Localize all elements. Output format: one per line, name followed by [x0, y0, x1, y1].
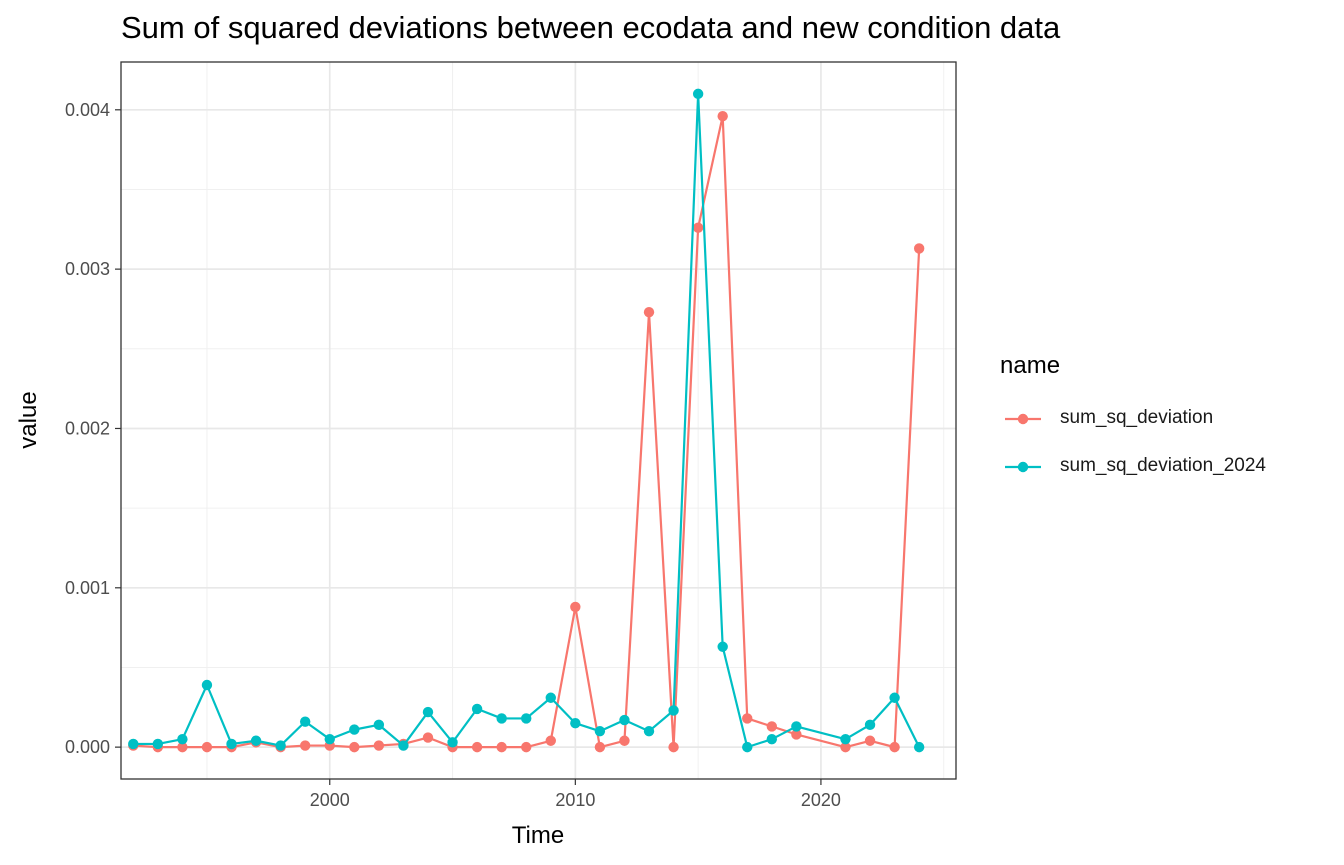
y-tick-label: 0.004: [65, 100, 110, 120]
data-point-sum-sq-deviation-2024: [128, 738, 139, 750]
y-axis: 0.000 0.001 0.002 0.003 0.004: [65, 100, 121, 757]
data-point-sum-sq-deviation: [742, 713, 753, 724]
data-point-sum-sq-deviation-2024: [398, 740, 409, 751]
data-point-sum-sq-deviation-2024: [324, 733, 335, 745]
data-point-sum-sq-deviation-2024: [422, 706, 434, 718]
series-sum-sq-deviation: [128, 110, 925, 753]
series-line-sum-sq-deviation-2024: [133, 92, 921, 749]
legend-keys: [1005, 413, 1041, 473]
legend-label-sum-sq-deviation: sum_sq_deviation: [1060, 407, 1214, 428]
data-point-sum-sq-deviation-2024: [840, 733, 851, 745]
data-point-sum-sq-deviation-2024: [570, 718, 581, 729]
data-point-sum-sq-deviation-2024: [521, 713, 532, 724]
x-axis-label: Time: [512, 822, 564, 849]
data-point-sum-sq-deviation-2024: [668, 705, 679, 716]
data-point-sum-sq-deviation-2024: [889, 692, 900, 703]
series-line-sum-sq-deviation: [133, 115, 921, 749]
data-point-sum-sq-deviation-2024: [152, 738, 164, 750]
data-point-sum-sq-deviation: [570, 601, 581, 613]
data-point-sum-sq-deviation: [373, 740, 385, 751]
data-point-sum-sq-deviation-2024: [766, 733, 778, 745]
data-point-sum-sq-deviation-2024: [496, 713, 507, 724]
data-point-sum-sq-deviation-2024: [913, 741, 925, 753]
data-point-sum-sq-deviation-2024: [299, 716, 311, 727]
data-point-sum-sq-deviation-2024: [791, 721, 802, 732]
series-sum-sq-deviation-2024: [128, 88, 925, 753]
x-tick-label: 2010: [555, 790, 595, 810]
data-point-sum-sq-deviation-2024: [250, 735, 262, 746]
data-point-sum-sq-deviation: [545, 735, 556, 746]
data-point-sum-sq-deviation-2024: [864, 719, 876, 731]
data-point-sum-sq-deviation-2024: [717, 641, 728, 652]
data-point-sum-sq-deviation: [913, 243, 925, 254]
data-point-sum-sq-deviation: [766, 721, 778, 732]
legend-label-sum-sq-deviation-2024: sum_sq_deviation_2024: [1060, 455, 1266, 476]
y-tick-label: 0.002: [65, 418, 110, 438]
x-axis: 2000 2010 2020: [310, 779, 841, 810]
data-point-sum-sq-deviation: [717, 110, 728, 122]
data-point-sum-sq-deviation: [643, 306, 655, 318]
series-layer: [128, 88, 925, 753]
data-point-sum-sq-deviation-2024: [742, 741, 753, 753]
y-tick-label: 0.001: [65, 578, 110, 598]
data-point-sum-sq-deviation-2024: [545, 692, 556, 703]
x-tick-label: 2000: [310, 790, 350, 810]
data-point-sum-sq-deviation: [864, 735, 876, 746]
data-point-sum-sq-deviation: [422, 732, 434, 743]
legend-title: name: [1000, 352, 1061, 379]
data-point-sum-sq-deviation: [619, 735, 630, 746]
y-axis-label: value: [15, 391, 42, 448]
data-point-sum-sq-deviation-2024: [619, 714, 630, 726]
data-point-sum-sq-deviation: [840, 741, 851, 753]
data-point-sum-sq-deviation: [471, 741, 483, 753]
data-point-sum-sq-deviation: [791, 729, 802, 740]
grid-minor: [121, 62, 956, 779]
data-point-sum-sq-deviation-2024: [177, 733, 188, 745]
y-tick-label: 0.000: [65, 737, 110, 757]
data-point-sum-sq-deviation-2024: [643, 726, 655, 737]
data-point-sum-sq-deviation-2024: [226, 738, 237, 750]
panel-border: [120, 61, 957, 780]
data-point-sum-sq-deviation-2024: [471, 703, 483, 715]
data-point-sum-sq-deviation-2024: [594, 726, 606, 737]
data-point-sum-sq-deviation-2024: [349, 724, 360, 735]
data-point-sum-sq-deviation: [692, 222, 704, 233]
data-point-sum-sq-deviation: [349, 741, 360, 753]
data-point-sum-sq-deviation-2024: [373, 719, 385, 731]
data-point-sum-sq-deviation-2024: [692, 88, 704, 100]
chart-title: Sum of squared deviations between ecodat…: [121, 10, 1061, 45]
data-point-sum-sq-deviation: [521, 741, 532, 753]
data-point-sum-sq-deviation: [594, 741, 606, 753]
data-point-sum-sq-deviation-2024: [447, 737, 458, 748]
data-point-sum-sq-deviation-2024: [201, 679, 213, 691]
legend-key-point: [1017, 413, 1029, 425]
data-point-sum-sq-deviation: [299, 740, 311, 751]
data-point-sum-sq-deviation: [201, 741, 213, 753]
data-point-sum-sq-deviation: [668, 741, 679, 753]
grid-major: [121, 62, 956, 779]
x-tick-label: 2020: [801, 790, 841, 810]
data-point-sum-sq-deviation: [889, 741, 900, 753]
y-tick-label: 0.003: [65, 259, 110, 279]
legend-key-point: [1017, 461, 1029, 473]
data-point-sum-sq-deviation: [177, 741, 188, 753]
data-point-sum-sq-deviation-2024: [275, 740, 286, 751]
data-point-sum-sq-deviation: [496, 741, 507, 753]
